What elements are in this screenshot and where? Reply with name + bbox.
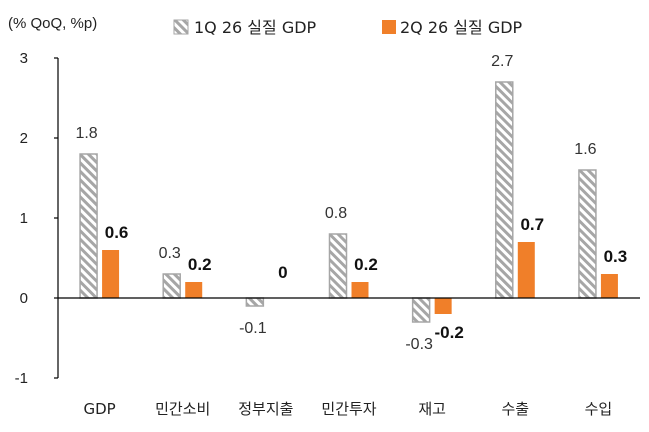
bar-series-1 [79, 153, 98, 299]
bar-series-2 [600, 274, 618, 298]
data-label-series-1: -0.3 [405, 336, 433, 353]
data-label-series-1: 2.7 [491, 53, 513, 70]
bar-series-1 [411, 297, 431, 323]
data-label-series-1: 1.6 [574, 141, 596, 158]
data-label-series-1: 1.8 [75, 125, 97, 142]
y-tick-label: 2 [20, 130, 28, 147]
x-category-label: 민간소비 [155, 400, 210, 418]
x-category-label: 수입 [585, 400, 613, 418]
legend-swatch-series-2 [382, 20, 396, 34]
x-category-label: 수출 [501, 400, 529, 418]
bar-series-2 [517, 242, 535, 298]
y-axis: -1 0 1 2 3 [15, 50, 59, 387]
x-category-label: 정부지출 [238, 400, 293, 418]
bar-series-2 [185, 282, 203, 298]
bar-series-2 [434, 298, 452, 314]
x-category-label: 민간투자 [321, 400, 376, 418]
bars [79, 81, 618, 323]
bar-series-1 [245, 297, 265, 307]
data-label-series-2: 0.3 [604, 247, 628, 266]
data-label-series-2: 0.7 [520, 215, 544, 234]
legend: 1Q 26 실질 GDP 2Q 26 실질 GDP [173, 18, 523, 37]
value-labels: 1.8 0.6 0.3 0.2 -0.1 0 0.8 0.2 -0.3-0.2 2.7 0.7 1.6… [75, 53, 627, 353]
legend-swatch-series-1 [173, 19, 189, 35]
data-label-series-1: -0.1 [239, 320, 267, 337]
bar-series-2 [102, 250, 120, 298]
x-category-label: GDP [83, 400, 115, 418]
y-tick-label: 1 [20, 210, 28, 227]
data-label-series-2: -0.2 [434, 323, 463, 342]
data-label-series-2: 0.6 [105, 223, 129, 242]
data-label-series-1: 0.8 [325, 205, 347, 222]
y-tick-label: -1 [15, 370, 28, 387]
data-label-series-2: 0 [278, 263, 287, 282]
bar-series-1 [495, 81, 514, 299]
x-axis: GDP 민간소비 정부지출 민간투자 재고 수출 수입 [58, 297, 640, 418]
legend-label-series-2: 2Q 26 실질 GDP [400, 18, 523, 37]
bar-series-1 [578, 169, 597, 299]
data-label-series-1: 0.3 [159, 245, 181, 262]
y-unit-label: (% QoQ, %p) [8, 15, 97, 32]
legend-label-series-1: 1Q 26 실질 GDP [194, 18, 317, 37]
data-label-series-2: 0.2 [188, 255, 212, 274]
y-tick-label: 0 [20, 290, 28, 307]
bar-series-1 [162, 273, 181, 299]
bar-series-1 [328, 233, 348, 299]
data-label-series-2: 0.2 [354, 255, 378, 274]
bar-series-2 [351, 282, 369, 298]
y-tick-label: 3 [20, 50, 28, 67]
x-category-label: 재고 [418, 400, 446, 418]
